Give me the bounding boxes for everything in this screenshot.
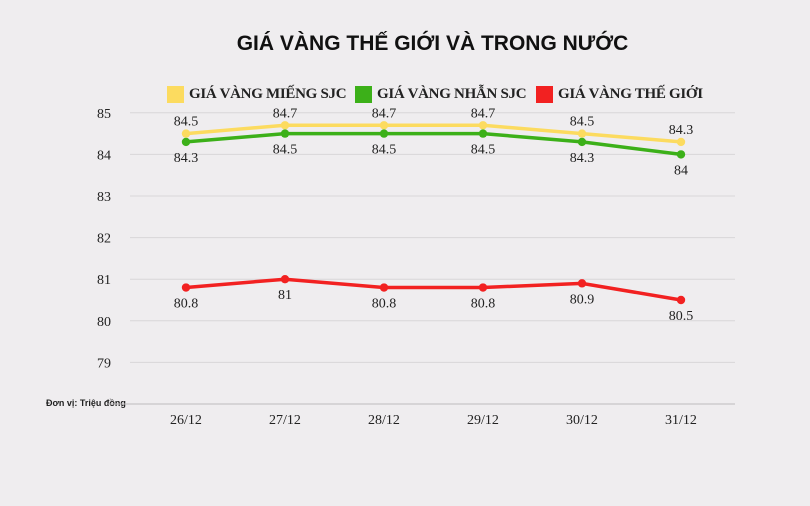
legend-swatch bbox=[355, 86, 372, 103]
data-point bbox=[181, 137, 191, 147]
data-label: 84.3 bbox=[570, 151, 595, 166]
data-point bbox=[577, 129, 587, 138]
y-tick-label: 83 bbox=[97, 190, 111, 205]
data-label: 84.5 bbox=[273, 143, 298, 158]
data-label: 84.7 bbox=[471, 106, 496, 121]
x-tick-label: 26/12 bbox=[170, 413, 202, 428]
chart-title: GIÁ VÀNG THẾ GIỚI VÀ TRONG NƯỚC bbox=[236, 32, 629, 55]
x-tick-label: 27/12 bbox=[269, 413, 301, 428]
legend-item-the-gioi: GIÁ VÀNG THẾ GIỚI bbox=[536, 86, 703, 103]
data-label: 84.5 bbox=[570, 115, 595, 130]
series-line-2 bbox=[185, 277, 682, 302]
x-tick-label: 29/12 bbox=[467, 413, 499, 428]
x-tick-label: 31/12 bbox=[665, 413, 697, 428]
data-label: 80.5 bbox=[669, 309, 694, 324]
x-tick-label: 30/12 bbox=[566, 413, 598, 428]
data-point bbox=[280, 129, 290, 138]
legend-label: GIÁ VÀNG MIẾNG SJC bbox=[189, 86, 347, 102]
legend-item-mieng-sjc: GIÁ VÀNG MIẾNG SJC bbox=[167, 86, 347, 103]
data-label: 84.7 bbox=[273, 106, 298, 121]
legend-item-nhan-sjc: GIÁ VÀNG NHẪN SJC bbox=[355, 86, 527, 103]
legend-swatch bbox=[167, 86, 184, 103]
data-point bbox=[676, 137, 686, 147]
series-line-0 bbox=[185, 123, 682, 144]
data-label: 80.8 bbox=[372, 297, 397, 312]
data-point bbox=[379, 121, 389, 130]
y-tick-label: 84 bbox=[97, 148, 111, 163]
data-point bbox=[577, 279, 587, 288]
data-label: 84.5 bbox=[471, 143, 496, 158]
x-tick-label: 28/12 bbox=[368, 413, 400, 428]
y-tick-label: 79 bbox=[97, 356, 111, 371]
unit-note: Đơn vị: Triệu đồng bbox=[46, 398, 126, 408]
y-tick-label: 82 bbox=[97, 232, 111, 247]
data-point bbox=[478, 121, 488, 130]
series-line-1 bbox=[185, 131, 682, 157]
data-label: 81 bbox=[278, 288, 292, 303]
data-point bbox=[676, 295, 686, 305]
data-label: 80.8 bbox=[471, 297, 496, 312]
data-point bbox=[478, 129, 488, 138]
data-label: 84.5 bbox=[174, 115, 199, 130]
data-point bbox=[577, 137, 587, 147]
data-label: 84.3 bbox=[174, 151, 199, 166]
data-point bbox=[280, 121, 290, 130]
data-label: 84.7 bbox=[372, 106, 397, 121]
legend-label: GIÁ VÀNG NHẪN SJC bbox=[377, 86, 527, 102]
data-point bbox=[181, 283, 191, 292]
data-point bbox=[478, 283, 488, 292]
y-tick-label: 85 bbox=[97, 107, 111, 122]
data-label: 80.8 bbox=[174, 297, 199, 312]
data-label: 84.5 bbox=[372, 143, 397, 158]
data-label: 80.9 bbox=[570, 292, 595, 307]
data-point bbox=[280, 275, 290, 284]
legend-swatch bbox=[536, 86, 553, 103]
legend-label: GIÁ VÀNG THẾ GIỚI bbox=[558, 86, 703, 102]
data-point bbox=[379, 129, 389, 138]
y-tick-label: 80 bbox=[97, 315, 111, 330]
data-point bbox=[676, 150, 686, 159]
data-point bbox=[181, 129, 191, 138]
data-label: 84 bbox=[674, 163, 688, 178]
data-point bbox=[379, 283, 389, 292]
data-label: 84.3 bbox=[669, 123, 694, 138]
y-tick-label: 81 bbox=[97, 273, 111, 288]
